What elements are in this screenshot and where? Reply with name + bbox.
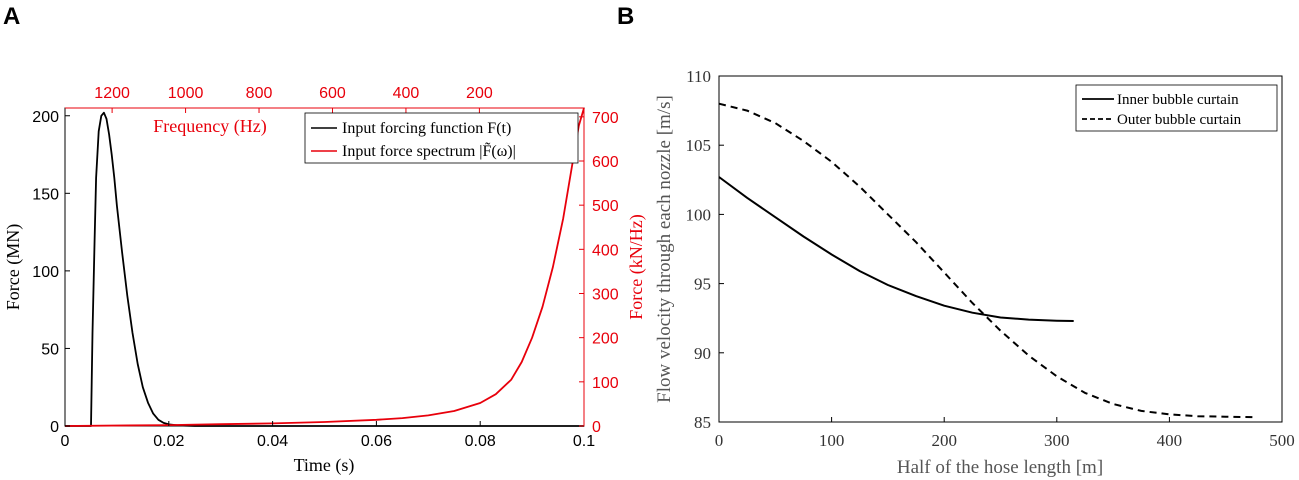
chart-a-x-tick-label: 0 bbox=[61, 433, 70, 450]
chart-a-x-axis-label: Time (s) bbox=[294, 455, 355, 476]
chart-b-y-tick-label: 95 bbox=[694, 275, 711, 294]
panel-label-a: A bbox=[3, 3, 20, 30]
chart-a-x-tick-label: 0.04 bbox=[257, 433, 288, 450]
chart-b-x-tick-label: 400 bbox=[1157, 431, 1183, 450]
chart-a-y2-tick-label: 300 bbox=[592, 287, 619, 304]
chart-b-y-tick-label: 105 bbox=[686, 136, 712, 155]
chart-a-series-forcing-line bbox=[65, 111, 584, 427]
chart-a-y-tick-label: 50 bbox=[41, 341, 59, 358]
chart-a-y2-tick-label: 200 bbox=[592, 331, 619, 348]
chart-b-legend-box bbox=[1075, 84, 1278, 132]
chart-a-y-tick-label: 0 bbox=[50, 419, 59, 436]
chart-b-x-tick-label: 100 bbox=[819, 431, 845, 450]
chart-a-y-tick-label: 100 bbox=[32, 264, 59, 281]
chart-a-x2-tick-label: 1200 bbox=[94, 85, 130, 102]
chart-a-y2-tick-label: 400 bbox=[592, 242, 619, 259]
chart-a-y2-tick-label: 600 bbox=[592, 154, 619, 171]
chart-a-x2-tick-label: 800 bbox=[246, 85, 273, 102]
chart-a-x2-axis-label: Frequency (Hz) bbox=[153, 116, 266, 137]
chart-b: 0 100 200 300 400 500 85 90 95 100 105 110 Half of … bbox=[654, 67, 1295, 478]
legend-label-outer: Outer bubble curtain bbox=[1117, 112, 1242, 128]
chart-a-x-tick-label: 0.1 bbox=[573, 433, 595, 450]
chart-a-y2-tick-label: 100 bbox=[592, 375, 619, 392]
chart-a-x2-tick-label: 400 bbox=[393, 85, 420, 102]
panel-label-b: B bbox=[617, 3, 634, 30]
chart-b-x-tick-label: 500 bbox=[1269, 431, 1295, 450]
chart-a-legend: Input forcing function F(t) Input force … bbox=[304, 112, 579, 164]
chart-a-y2-tick-label: 500 bbox=[592, 198, 619, 215]
chart-b-x-tick-label: 300 bbox=[1044, 431, 1070, 450]
legend-label-inner: Inner bubble curtain bbox=[1117, 92, 1239, 108]
chart-a-x2-tick-label: 600 bbox=[319, 85, 346, 102]
chart-a-y-tick-label: 150 bbox=[32, 186, 59, 203]
chart-b-x-tick-label: 200 bbox=[931, 431, 957, 450]
legend-label-spectrum: Input force spectrum |F̃(ω)| bbox=[342, 142, 516, 160]
chart-b-series-inner-line bbox=[718, 176, 1074, 322]
chart-b-y-axis-label: Flow velocity through each nozzle [m/s] bbox=[654, 95, 675, 403]
chart-b-series-outer-line bbox=[718, 102, 1254, 419]
chart-b-y-tick-label: 85 bbox=[694, 413, 711, 432]
chart-b-legend: Inner bubble curtain Outer bubble curtai… bbox=[1075, 84, 1278, 132]
chart-a: 0 0.02 0.04 0.06 0.08 0.105010015020001002003… bbox=[3, 85, 647, 476]
chart-b-plot-frame bbox=[718, 75, 1283, 423]
chart-a-x-tick-label: 0.02 bbox=[153, 433, 184, 450]
legend-label-forcing: Input forcing function F(t) bbox=[342, 120, 511, 137]
chart-b-y-tick-label: 90 bbox=[694, 344, 711, 363]
chart-a-y-tick-label: 200 bbox=[32, 109, 59, 126]
chart-a-x-tick-label: 0.06 bbox=[361, 433, 392, 450]
chart-a-y2-axis-label: Force (kN/Hz) bbox=[626, 214, 647, 319]
chart-a-series-spectrum-line bbox=[64, 107, 585, 427]
chart-b-x-tick-label: 0 bbox=[715, 431, 724, 450]
chart-b-y-tick-label: 100 bbox=[686, 205, 712, 224]
chart-b-y-tick-label: 110 bbox=[686, 67, 711, 86]
chart-a-x2-tick-label: 1000 bbox=[168, 85, 204, 102]
chart-a-x-tick-label: 0.08 bbox=[465, 433, 496, 450]
chart-a-legend-box bbox=[304, 112, 579, 164]
chart-a-y2-tick-label: 0 bbox=[592, 419, 601, 436]
chart-a-x2-tick-label: 200 bbox=[466, 85, 493, 102]
chart-b-x-axis-label: Half of the hose length [m] bbox=[897, 457, 1103, 478]
chart-a-y2-tick-label: 700 bbox=[592, 110, 619, 127]
chart-a-y-axis-label: Force (MN) bbox=[3, 224, 24, 310]
